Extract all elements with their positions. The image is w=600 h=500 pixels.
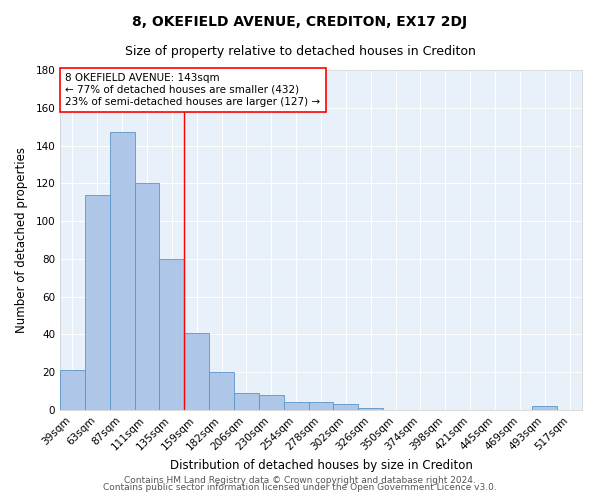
Text: Contains HM Land Registry data © Crown copyright and database right 2024.: Contains HM Land Registry data © Crown c… xyxy=(124,476,476,485)
Bar xyxy=(234,393,259,410)
Bar xyxy=(532,406,557,410)
Bar xyxy=(134,184,160,410)
Text: Contains public sector information licensed under the Open Government Licence v3: Contains public sector information licen… xyxy=(103,484,497,492)
Bar xyxy=(308,402,334,410)
X-axis label: Distribution of detached houses by size in Crediton: Distribution of detached houses by size … xyxy=(170,458,472,471)
Bar xyxy=(284,402,308,410)
Bar xyxy=(184,332,209,410)
Bar xyxy=(160,259,184,410)
Bar xyxy=(60,370,85,410)
Text: Size of property relative to detached houses in Crediton: Size of property relative to detached ho… xyxy=(125,45,475,58)
Text: 8 OKEFIELD AVENUE: 143sqm
← 77% of detached houses are smaller (432)
23% of semi: 8 OKEFIELD AVENUE: 143sqm ← 77% of detac… xyxy=(65,74,320,106)
Bar xyxy=(110,132,134,410)
Bar xyxy=(358,408,383,410)
Y-axis label: Number of detached properties: Number of detached properties xyxy=(16,147,28,333)
Bar xyxy=(334,404,358,410)
Text: 8, OKEFIELD AVENUE, CREDITON, EX17 2DJ: 8, OKEFIELD AVENUE, CREDITON, EX17 2DJ xyxy=(133,15,467,29)
Bar xyxy=(85,194,110,410)
Bar xyxy=(259,395,284,410)
Bar xyxy=(209,372,234,410)
